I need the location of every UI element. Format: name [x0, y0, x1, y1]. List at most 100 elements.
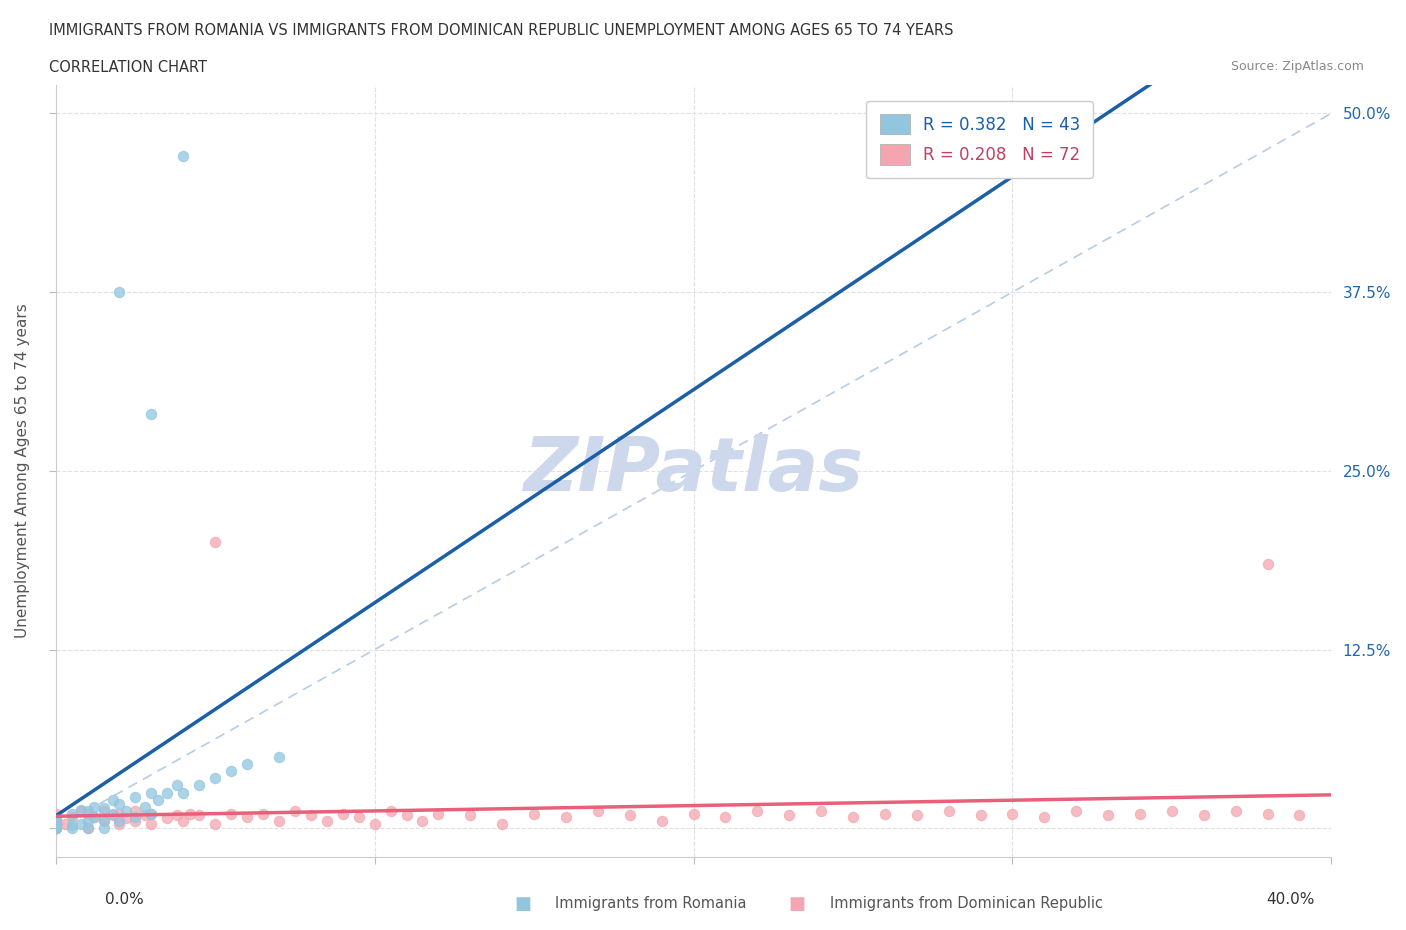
Point [141, 806, 163, 821]
Point [60, 806, 83, 821]
Y-axis label: Unemployment Among Ages 65 to 74 years: Unemployment Among Ages 65 to 74 years [15, 303, 30, 638]
Point [101, 806, 124, 821]
Point [76, 804, 98, 818]
Point [252, 806, 274, 821]
Point [93, 821, 115, 836]
Point [70, 817, 93, 831]
Text: CORRELATION CHART: CORRELATION CHART [49, 60, 207, 75]
Point [146, 792, 169, 807]
Point [1064, 804, 1087, 818]
Point [45, 821, 67, 836]
Point [1129, 806, 1152, 821]
Point [810, 804, 832, 818]
Point [219, 806, 242, 821]
Point [156, 811, 179, 826]
Point [45, 806, 67, 821]
Point [747, 804, 769, 818]
Point [83, 809, 105, 824]
Point [172, 814, 194, 829]
Point [156, 785, 179, 800]
Point [204, 817, 226, 831]
Point [188, 808, 211, 823]
Point [411, 814, 433, 829]
Text: Immigrants from Romania: Immigrants from Romania [555, 897, 747, 911]
Point [619, 808, 641, 823]
Point [83, 809, 105, 824]
Point [651, 814, 673, 829]
Point [873, 806, 896, 821]
Point [938, 804, 960, 818]
Point [1288, 808, 1310, 823]
Point [45, 821, 67, 836]
Point [179, 806, 201, 821]
Point [141, 817, 163, 831]
Point [124, 809, 146, 824]
Point [714, 809, 737, 824]
Point [219, 764, 242, 778]
Point [204, 535, 226, 550]
Point [45, 818, 67, 833]
Point [101, 808, 124, 823]
Point [1097, 808, 1119, 823]
Point [363, 817, 385, 831]
Point [45, 821, 67, 836]
Point [395, 808, 418, 823]
Point [45, 818, 67, 833]
Point [45, 814, 67, 829]
Point [1225, 804, 1247, 818]
Point [93, 801, 115, 816]
Point [682, 806, 704, 821]
Point [53, 817, 76, 831]
Point [70, 803, 93, 817]
Point [188, 778, 211, 793]
Point [45, 814, 67, 829]
Point [76, 821, 98, 836]
Point [115, 811, 138, 826]
Point [1257, 556, 1279, 571]
Point [172, 149, 194, 164]
Point [76, 814, 98, 829]
Point [45, 811, 67, 826]
Point [70, 804, 93, 818]
Point [124, 804, 146, 818]
Point [101, 792, 124, 807]
Point [141, 785, 163, 800]
Point [347, 809, 370, 824]
Point [76, 806, 98, 821]
Point [45, 821, 67, 836]
Point [45, 809, 67, 824]
Point [969, 808, 991, 823]
Point [124, 790, 146, 804]
Point [115, 804, 138, 818]
Point [60, 818, 83, 833]
Point [108, 817, 131, 831]
Point [93, 804, 115, 818]
Text: IMMIGRANTS FROM ROMANIA VS IMMIGRANTS FROM DOMINICAN REPUBLIC UNEMPLOYMENT AMONG: IMMIGRANTS FROM ROMANIA VS IMMIGRANTS FR… [49, 23, 953, 38]
Point [76, 821, 98, 836]
Point [45, 818, 67, 833]
Point [778, 808, 800, 823]
Text: 40.0%: 40.0% [1267, 892, 1315, 907]
Point [284, 804, 307, 818]
Point [458, 808, 481, 823]
Legend: R = 0.382   N = 43, R = 0.208   N = 72: R = 0.382 N = 43, R = 0.208 N = 72 [866, 100, 1094, 179]
Point [267, 814, 290, 829]
Point [236, 809, 259, 824]
Point [267, 750, 290, 764]
Point [1257, 806, 1279, 821]
Point [60, 809, 83, 824]
Point [124, 814, 146, 829]
Point [204, 771, 226, 786]
Point [1192, 808, 1215, 823]
Point [172, 785, 194, 800]
Point [380, 804, 402, 818]
Point [523, 806, 546, 821]
Point [236, 756, 259, 771]
Point [108, 285, 131, 299]
Point [93, 814, 115, 829]
Point [134, 800, 156, 815]
Point [134, 808, 156, 823]
Point [1033, 809, 1056, 824]
Point [45, 821, 67, 836]
Point [905, 808, 928, 823]
